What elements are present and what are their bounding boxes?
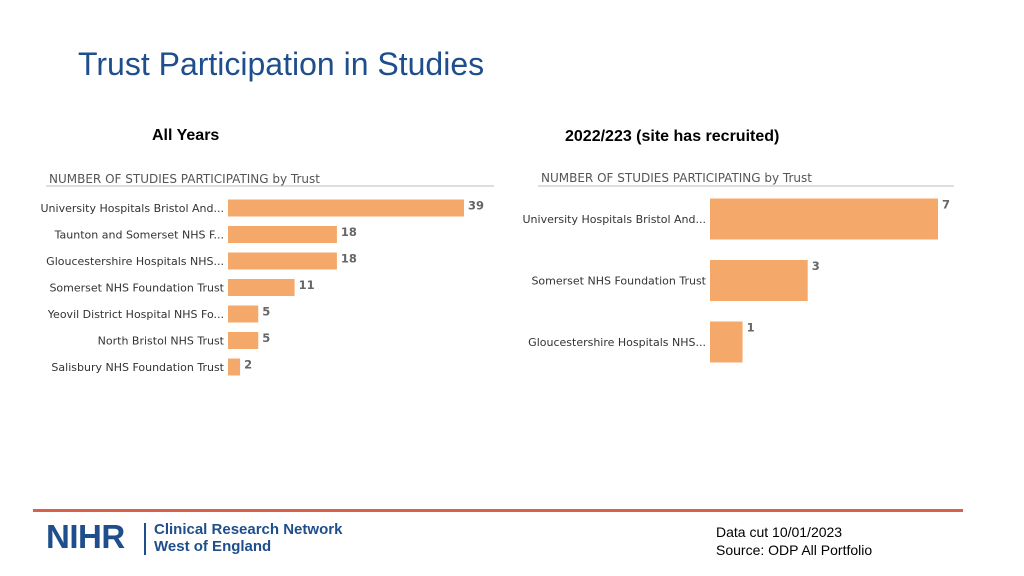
chart-1-category-label: Somerset NHS Foundation Trust xyxy=(49,282,224,295)
chart-1-bar xyxy=(228,332,259,349)
chart-1-title: NUMBER OF STUDIES PARTICIPATING by Trust xyxy=(49,172,320,186)
chart-1-bar xyxy=(228,199,464,217)
chart-2-bar xyxy=(710,198,938,240)
chart-1-bar xyxy=(228,279,295,296)
chart-1-bar xyxy=(228,226,337,243)
data-cut-note: Data cut 10/01/2023 xyxy=(716,524,843,540)
chart-2-bar xyxy=(710,260,808,301)
logo-divider xyxy=(144,523,146,555)
chart-1-value-label: 5 xyxy=(262,331,270,345)
logo-nihr-wordmark: NIHR xyxy=(46,518,125,555)
chart-1-bar xyxy=(228,358,241,376)
chart-1-value-label: 5 xyxy=(262,305,270,319)
chart-2-category-label: Somerset NHS Foundation Trust xyxy=(531,275,706,288)
chart-1-value-label: 2 xyxy=(244,358,252,372)
chart-1-value-label: 39 xyxy=(468,199,484,213)
chart-2-value-label: 7 xyxy=(942,198,950,212)
chart-1-value-label: 18 xyxy=(341,225,357,239)
chart-1-bar xyxy=(228,252,337,270)
chart-2-title: NUMBER OF STUDIES PARTICIPATING by Trust xyxy=(541,171,812,185)
page-title: Trust Participation in Studies xyxy=(78,46,485,82)
chart-1-category-label: Salisbury NHS Foundation Trust xyxy=(51,361,224,374)
chart-2-value-label: 1 xyxy=(747,321,755,335)
chart-1-value-label: 18 xyxy=(341,252,357,266)
chart-2-bar xyxy=(710,321,743,363)
chart-2-subtitle: 2022/223 (site has recruited) xyxy=(565,128,780,145)
footer-divider xyxy=(33,509,963,512)
chart-1-category-label: University Hospitals Bristol And... xyxy=(40,202,224,215)
chart-2-category-label: University Hospitals Bristol And... xyxy=(522,213,706,226)
chart-1-bar xyxy=(228,305,259,323)
logo-line-2: West of England xyxy=(154,538,272,555)
chart-1-category-label: North Bristol NHS Trust xyxy=(98,335,225,348)
chart-1-category-label: Yeovil District Hospital NHS Fo... xyxy=(47,308,224,321)
chart-2-value-label: 3 xyxy=(812,259,820,273)
chart-1-category-label: Gloucestershire Hospitals NHS... xyxy=(46,255,224,268)
chart-1-value-label: 11 xyxy=(299,278,315,292)
source-note: Source: ODP All Portfolio xyxy=(716,542,873,558)
chart-1-subtitle: All Years xyxy=(152,127,220,144)
logo-line-1: Clinical Research Network xyxy=(154,521,343,538)
chart-2-category-label: Gloucestershire Hospitals NHS... xyxy=(528,336,706,349)
chart-1-category-label: Taunton and Somerset NHS F... xyxy=(54,229,224,242)
